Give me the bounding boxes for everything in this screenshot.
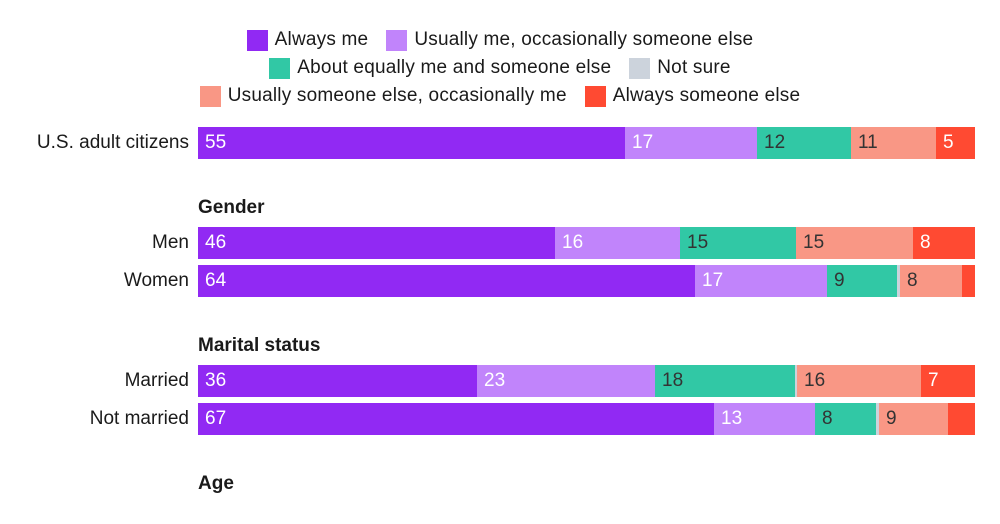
bar-segment-always-else [962, 265, 975, 297]
bar-segment-always-me [198, 265, 695, 297]
legend-label: About equally me and someone else [297, 57, 612, 78]
row-label: Married [124, 370, 189, 391]
bar-segment-usually-me [695, 265, 827, 297]
legend-swatch [629, 57, 651, 79]
data-label: 64 [205, 270, 227, 291]
bar-segment-not-sure [897, 265, 900, 297]
data-label: 16 [562, 232, 584, 253]
data-label: 17 [632, 132, 654, 153]
bar-segment-equal [655, 365, 795, 397]
data-label: 23 [484, 370, 506, 391]
legend-row: Always me Usually me, occasionally someon… [0, 26, 1000, 54]
data-label: 12 [764, 132, 786, 153]
bar-segment-usually-else [851, 127, 936, 159]
legend-item-equal: About equally me and someone else [269, 57, 611, 79]
bar-segment-equal [680, 227, 796, 259]
bar-segment-usually-else [900, 265, 962, 297]
legend-label: Always me [274, 29, 369, 50]
bar-segment-always-else [921, 365, 975, 397]
bar-segment-always-else [936, 127, 975, 159]
legend-label: Not sure [657, 57, 731, 78]
bar-segment-not-sure [795, 365, 797, 397]
legend-item-not-sure: Not sure [629, 57, 730, 79]
bar-segment-equal [757, 127, 851, 159]
legend-label: Usually me, occasionally someone else [414, 29, 754, 50]
data-label: 8 [822, 408, 833, 429]
bar-row: 67 13 8 9 [198, 403, 975, 435]
legend-item-usually-me: Usually me, occasionally someone else [386, 29, 753, 51]
bar-segment-equal [815, 403, 876, 435]
bar-segment-always-else [913, 227, 975, 259]
data-label: 7 [928, 370, 939, 391]
data-label: 16 [804, 370, 826, 391]
legend-row: About equally me and someone else Not sur… [0, 54, 1000, 82]
data-label: 8 [920, 232, 931, 253]
data-label: 36 [205, 370, 227, 391]
group-title: Marital status [198, 335, 321, 356]
data-label: 18 [662, 370, 684, 391]
legend-label: Always someone else [612, 85, 801, 106]
row-label: Not married [89, 408, 189, 429]
row-label: Men [152, 232, 189, 253]
legend-label: Usually someone else, occasionally me [227, 85, 567, 106]
legend-item-always-me: Always me [246, 29, 369, 51]
bar-row: 64 17 9 8 [198, 265, 975, 297]
legend-item-always-else: Always someone else [584, 85, 801, 107]
bar-segment-usually-me [555, 227, 680, 259]
legend-swatch [199, 85, 221, 107]
legend-swatch [269, 57, 291, 79]
data-label: 5 [943, 132, 954, 153]
bar-row: 55 17 12 11 5 [198, 127, 975, 159]
bar-row: 36 23 18 16 7 [198, 365, 975, 397]
data-label: 15 [687, 232, 709, 253]
data-label: 11 [858, 132, 878, 153]
data-label: 17 [702, 270, 724, 291]
legend-row: Usually someone else, occasionally me Alw… [0, 82, 1000, 110]
data-label: 9 [886, 408, 897, 429]
bar-segment-usually-me [714, 403, 815, 435]
data-label: 13 [721, 408, 743, 429]
bar-segment-always-else [948, 403, 975, 435]
bar-segment-usually-me [477, 365, 655, 397]
data-label: 67 [205, 408, 227, 429]
data-label: 8 [907, 270, 918, 291]
bar-segment-always-me [198, 127, 625, 159]
bar-segment-usually-else [797, 365, 921, 397]
bar-segment-always-me [198, 227, 555, 259]
bar-segment-not-sure [876, 403, 879, 435]
bar-segment-usually-me [625, 127, 757, 159]
bar-row: 46 16 15 15 8 [198, 227, 975, 259]
group-title: Age [198, 473, 234, 494]
data-label: 55 [205, 132, 227, 153]
legend-swatch [584, 85, 606, 107]
row-label: Women [123, 270, 189, 291]
data-label: 15 [803, 232, 825, 253]
legend-swatch [246, 29, 268, 51]
data-label: 9 [834, 270, 845, 291]
group-title: Gender [198, 197, 265, 218]
bar-segment-usually-else [796, 227, 913, 259]
bar-segment-always-me [198, 365, 477, 397]
data-label: 46 [205, 232, 227, 253]
row-label: U.S. adult citizens [36, 132, 189, 153]
legend-item-usually-else: Usually someone else, occasionally me [199, 85, 567, 107]
legend-swatch [386, 29, 408, 51]
bar-segment-equal [827, 265, 897, 297]
legend: Always me Usually me, occasionally someon… [0, 26, 1000, 110]
bar-segment-always-me [198, 403, 714, 435]
bar-segment-usually-else [879, 403, 948, 435]
